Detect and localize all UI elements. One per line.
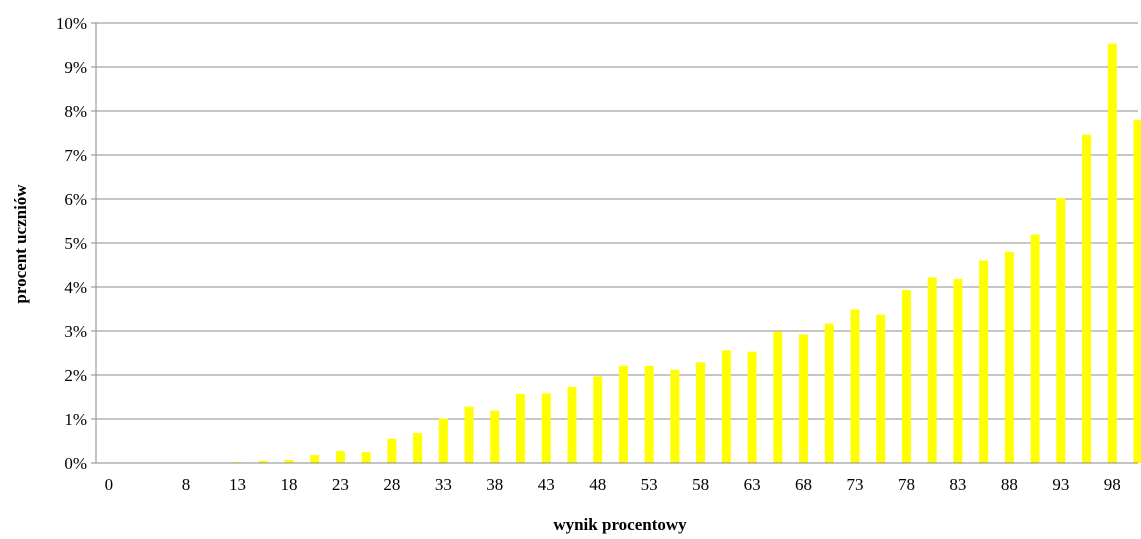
bar bbox=[490, 410, 500, 463]
x-tick-label: 28 bbox=[383, 475, 400, 494]
bar bbox=[1056, 198, 1066, 463]
bar bbox=[953, 279, 963, 463]
gridlines bbox=[96, 22, 1138, 420]
x-tick-label: 33 bbox=[435, 475, 452, 494]
bar bbox=[438, 418, 448, 463]
y-tick-label: 4% bbox=[64, 278, 87, 297]
bar bbox=[799, 334, 809, 463]
bar bbox=[1107, 43, 1117, 464]
x-tick-label: 58 bbox=[692, 475, 709, 494]
y-tick-label: 10% bbox=[56, 14, 87, 33]
bar bbox=[1082, 134, 1092, 463]
y-tick-label: 5% bbox=[64, 234, 87, 253]
bar bbox=[593, 376, 603, 463]
y-tick-label: 1% bbox=[64, 410, 87, 429]
y-tick-label: 9% bbox=[64, 58, 87, 77]
bar bbox=[670, 369, 680, 463]
y-tick-label: 0% bbox=[64, 454, 87, 473]
bar bbox=[413, 433, 423, 463]
bar bbox=[284, 459, 294, 463]
x-axis-title: wynik procentowy bbox=[553, 515, 687, 534]
x-tick-label: 13 bbox=[229, 475, 246, 494]
bar-series bbox=[233, 43, 1141, 464]
bar bbox=[927, 277, 937, 463]
bar bbox=[824, 323, 834, 463]
bar bbox=[876, 314, 886, 463]
x-tick-label: 63 bbox=[744, 475, 761, 494]
bar bbox=[387, 438, 397, 463]
bar bbox=[541, 393, 551, 463]
bar bbox=[1030, 234, 1040, 463]
bar bbox=[310, 455, 320, 463]
bar bbox=[1004, 251, 1014, 463]
bar bbox=[979, 260, 989, 463]
bar bbox=[773, 331, 783, 463]
y-tick-label: 2% bbox=[64, 366, 87, 385]
x-tick-label: 8 bbox=[182, 475, 191, 494]
x-tick-label: 18 bbox=[280, 475, 297, 494]
bar bbox=[747, 351, 757, 463]
bar bbox=[644, 365, 654, 463]
bar bbox=[901, 290, 911, 463]
y-tick-label: 7% bbox=[64, 146, 87, 165]
x-tick-label: 78 bbox=[898, 475, 915, 494]
x-tick-label: 23 bbox=[332, 475, 349, 494]
x-tick-label: 43 bbox=[538, 475, 555, 494]
bar bbox=[516, 393, 526, 463]
bar bbox=[258, 460, 268, 463]
bar bbox=[464, 406, 474, 463]
bar bbox=[1133, 119, 1141, 464]
x-tick-label: 93 bbox=[1052, 475, 1069, 494]
x-tick-label: 0 bbox=[105, 475, 114, 494]
bar bbox=[618, 365, 628, 463]
x-tick-label: 38 bbox=[486, 475, 503, 494]
x-tick-label: 68 bbox=[795, 475, 812, 494]
x-tick-label: 53 bbox=[641, 475, 658, 494]
y-tick-label: 8% bbox=[64, 102, 87, 121]
x-tick-label: 48 bbox=[589, 475, 606, 494]
bar bbox=[696, 362, 706, 463]
y-tick-label: 6% bbox=[64, 190, 87, 209]
x-tick-label: 88 bbox=[1001, 475, 1018, 494]
bar bbox=[361, 452, 371, 463]
x-tick-label: 98 bbox=[1104, 475, 1121, 494]
y-tick-label: 3% bbox=[64, 322, 87, 341]
bar bbox=[335, 451, 345, 463]
y-axis-title: procent uczniów bbox=[11, 184, 30, 304]
bar bbox=[567, 386, 577, 463]
x-axis-ticks: 0 8 13 18 23 28 33 38 43 48 53 58 63 68 73 78 83 88 93 98 bbox=[105, 475, 1121, 494]
x-tick-label: 83 bbox=[949, 475, 966, 494]
bar bbox=[850, 309, 860, 463]
x-tick-label: 73 bbox=[846, 475, 863, 494]
bar bbox=[721, 350, 731, 463]
y-axis-ticks: 0% 1% 2% 3% 4% 5% 6% 7% 8% 9% 10% bbox=[56, 14, 96, 473]
